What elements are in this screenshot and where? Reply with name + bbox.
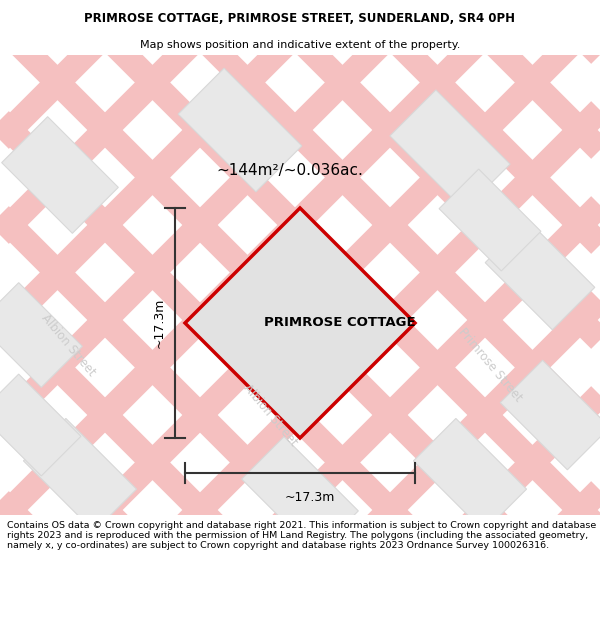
Text: Primrose Street: Primrose Street bbox=[455, 326, 524, 404]
Text: ~17.3m: ~17.3m bbox=[285, 491, 335, 504]
Text: Albion Street: Albion Street bbox=[241, 381, 299, 449]
Text: ~17.3m: ~17.3m bbox=[152, 298, 166, 348]
Polygon shape bbox=[439, 169, 541, 271]
Text: ~144m²/~0.036ac.: ~144m²/~0.036ac. bbox=[217, 162, 364, 177]
Polygon shape bbox=[413, 418, 527, 532]
Polygon shape bbox=[0, 282, 82, 388]
Polygon shape bbox=[242, 437, 358, 553]
Polygon shape bbox=[0, 374, 81, 476]
Polygon shape bbox=[485, 220, 595, 330]
Polygon shape bbox=[500, 360, 600, 470]
Polygon shape bbox=[178, 68, 302, 192]
Polygon shape bbox=[185, 208, 415, 438]
Text: Albion Street: Albion Street bbox=[38, 311, 98, 379]
Polygon shape bbox=[23, 418, 137, 532]
Text: Map shows position and indicative extent of the property.: Map shows position and indicative extent… bbox=[140, 39, 460, 49]
Text: PRIMROSE COTTAGE: PRIMROSE COTTAGE bbox=[264, 316, 416, 329]
Text: PRIMROSE COTTAGE, PRIMROSE STREET, SUNDERLAND, SR4 0PH: PRIMROSE COTTAGE, PRIMROSE STREET, SUNDE… bbox=[85, 12, 515, 25]
Polygon shape bbox=[2, 117, 118, 233]
Polygon shape bbox=[390, 90, 510, 210]
Text: Contains OS data © Crown copyright and database right 2021. This information is : Contains OS data © Crown copyright and d… bbox=[7, 521, 596, 550]
